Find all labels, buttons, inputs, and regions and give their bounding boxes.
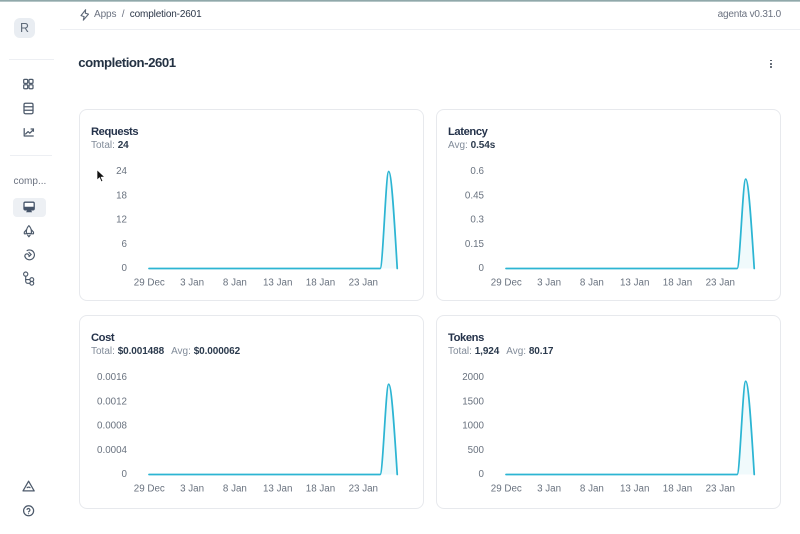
svg-text:0: 0 [479,263,485,274]
svg-text:24: 24 [116,166,127,177]
svg-text:0.3: 0.3 [470,215,484,226]
svg-text:13 Jan: 13 Jan [263,278,292,289]
svg-text:29 Dec: 29 Dec [134,278,165,289]
svg-text:500: 500 [468,445,485,456]
svg-text:13 Jan: 13 Jan [263,484,292,495]
svg-text:23 Jan: 23 Jan [349,278,378,289]
svg-text:0.0008: 0.0008 [97,421,128,432]
svg-text:0: 0 [479,469,485,480]
svg-text:6: 6 [122,239,128,250]
svg-text:0.0016: 0.0016 [97,372,128,383]
svg-text:3 Jan: 3 Jan [537,278,561,289]
svg-text:2000: 2000 [462,372,484,383]
svg-text:13 Jan: 13 Jan [620,278,649,289]
svg-text:0.0004: 0.0004 [97,445,128,456]
svg-text:1500: 1500 [462,396,484,407]
svg-text:1000: 1000 [462,421,484,432]
svg-text:29 Dec: 29 Dec [491,484,522,495]
svg-text:29 Dec: 29 Dec [134,484,165,495]
svg-text:8 Jan: 8 Jan [580,278,604,289]
svg-text:23 Jan: 23 Jan [706,484,735,495]
svg-text:0.0012: 0.0012 [97,396,127,407]
svg-text:18 Jan: 18 Jan [306,484,335,495]
svg-text:29 Dec: 29 Dec [491,278,522,289]
svg-text:8 Jan: 8 Jan [223,278,247,289]
svg-text:8 Jan: 8 Jan [223,484,247,495]
svg-text:18 Jan: 18 Jan [663,484,692,495]
svg-text:13 Jan: 13 Jan [620,484,649,495]
svg-text:3 Jan: 3 Jan [180,484,204,495]
svg-text:0.6: 0.6 [470,166,484,177]
svg-text:3 Jan: 3 Jan [537,484,561,495]
svg-text:12: 12 [116,215,127,226]
svg-text:23 Jan: 23 Jan [349,484,378,495]
svg-text:0.15: 0.15 [465,239,485,250]
svg-text:0.45: 0.45 [465,190,485,201]
svg-text:0: 0 [122,263,128,274]
svg-text:23 Jan: 23 Jan [706,278,735,289]
svg-text:8 Jan: 8 Jan [580,484,604,495]
svg-text:3 Jan: 3 Jan [180,278,204,289]
svg-text:18 Jan: 18 Jan [663,278,692,289]
svg-text:0: 0 [122,469,128,480]
svg-text:18 Jan: 18 Jan [306,278,335,289]
svg-text:18: 18 [116,190,127,201]
